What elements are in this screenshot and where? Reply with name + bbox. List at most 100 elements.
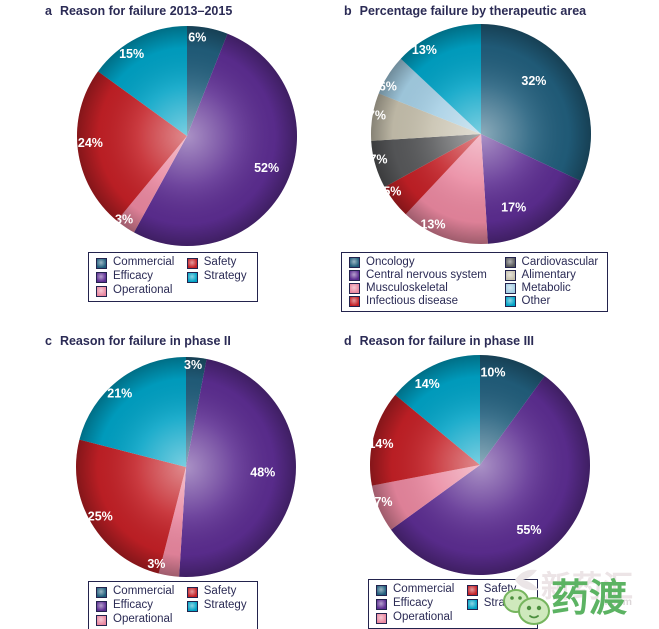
legend-label: Commercial bbox=[393, 583, 455, 596]
legend-label: Commercial bbox=[113, 585, 175, 598]
pie-shading-overlay bbox=[76, 357, 296, 577]
pie-value-label: 3% bbox=[147, 557, 165, 571]
legend-item-safety: Safety bbox=[466, 583, 530, 597]
legend-item-safety: Safety bbox=[186, 585, 250, 599]
pie-value-label: 32% bbox=[521, 74, 546, 88]
legend-label: Efficacy bbox=[113, 599, 154, 612]
legend-color-chip bbox=[96, 271, 107, 283]
legend-label: Other bbox=[521, 294, 551, 307]
legend-color-chip bbox=[96, 614, 107, 626]
pie-value-label: 6% bbox=[188, 31, 206, 45]
gray-watermark-icon bbox=[515, 569, 539, 591]
pie-value-label: 55% bbox=[516, 523, 541, 537]
pie-value-label: 48% bbox=[250, 465, 275, 479]
pie-value-label: 7% bbox=[374, 495, 392, 509]
legend-a: Commercial Efficacy Operational Safety Strat… bbox=[88, 252, 258, 302]
pie-value-label: 13% bbox=[412, 43, 437, 57]
panel-b-letter: b bbox=[344, 4, 352, 18]
pie-value-label: 21% bbox=[107, 386, 132, 400]
legend-label: Efficacy bbox=[393, 597, 434, 610]
legend-label: Operational bbox=[113, 613, 173, 626]
legend-color-chip bbox=[186, 586, 198, 598]
legend-item-operational: Operational bbox=[96, 613, 178, 627]
legend-label: Oncology bbox=[366, 255, 415, 268]
panel-d-title: d Reason for failure in phase III bbox=[344, 334, 534, 348]
brand-logo-icon bbox=[503, 589, 550, 625]
legend-item-operational: Operational bbox=[96, 284, 178, 298]
legend-color-chip bbox=[504, 270, 516, 281]
legend-item-infectious-disease: Infectious disease bbox=[349, 295, 489, 308]
legend-item-safety: Safety bbox=[186, 256, 250, 270]
pie-shading-overlay bbox=[370, 355, 590, 575]
pie-value-label: 6% bbox=[379, 80, 397, 94]
panel-a-letter: a bbox=[45, 4, 52, 18]
legend-item-strategy: Strategy bbox=[186, 270, 250, 284]
watermark-domain-text: n.com bbox=[601, 596, 632, 608]
pie-chart-d: 10% 55% 7% 14% 14% bbox=[369, 355, 590, 575]
pie-value-label: 14% bbox=[369, 437, 394, 451]
pie-value-label: 13% bbox=[420, 217, 445, 231]
pie-value-label: 24% bbox=[78, 136, 103, 150]
legend-color-chip bbox=[96, 257, 107, 269]
pie-value-label: 7% bbox=[370, 153, 388, 167]
pie-shading-overlay bbox=[371, 24, 591, 244]
legend-label: Operational bbox=[113, 284, 173, 297]
watermark-site-name: 新药汇 bbox=[541, 570, 634, 605]
pie-value-label: 3% bbox=[115, 213, 133, 227]
legend-item-metabolic: Metabolic bbox=[504, 281, 600, 295]
panel-c-title: c Reason for failure in phase II bbox=[45, 334, 231, 348]
panel-b-title: b Percentage failure by therapeutic area bbox=[344, 4, 586, 18]
legend-item-strategy: Strategy bbox=[186, 599, 250, 613]
legend-color-chip bbox=[504, 283, 516, 294]
legend-item-efficacy: Efficacy bbox=[96, 599, 178, 613]
legend-color-chip bbox=[96, 586, 107, 598]
legend-color-chip bbox=[349, 296, 360, 307]
legend-label: Strategy bbox=[203, 599, 247, 612]
legend-color-chip bbox=[186, 600, 198, 612]
legend-label: Operational bbox=[393, 611, 453, 624]
pie-value-label: 10% bbox=[480, 365, 505, 379]
pie-chart-c: 3% 48% 3% 25% 21% bbox=[76, 357, 296, 577]
pie-value-label: 15% bbox=[119, 47, 144, 61]
legend-c: Commercial Efficacy Operational Safety Strat… bbox=[88, 581, 258, 629]
legend-label: Cardiovascular bbox=[521, 255, 599, 268]
legend-label: Central nervous system bbox=[366, 268, 487, 281]
pie-value-label: 17% bbox=[501, 200, 526, 214]
legend-item-commercial: Commercial bbox=[96, 256, 178, 270]
pie-value-label: 5% bbox=[383, 185, 401, 199]
pie-value-label: 25% bbox=[88, 510, 113, 524]
legend-color-chip bbox=[466, 584, 478, 596]
legend-color-chip bbox=[96, 285, 107, 297]
pie-value-label: 3% bbox=[184, 358, 202, 372]
panel-a-title: a Reason for failure 2013–2015 bbox=[45, 4, 232, 18]
watermark-brand-name: 药渡 bbox=[551, 576, 628, 620]
legend-label: Infectious disease bbox=[366, 294, 459, 307]
panel-d-letter: d bbox=[344, 334, 352, 348]
legend-color-chip bbox=[186, 257, 198, 269]
legend-d: CommercialEfficacyOperationalSafetyStrat… bbox=[368, 579, 538, 629]
legend-item-other: Other bbox=[504, 294, 600, 308]
legend-item-commercial: Commercial bbox=[376, 583, 458, 597]
panel-c-title-text: Reason for failure in phase II bbox=[59, 334, 231, 348]
legend-color-chip bbox=[376, 598, 387, 610]
legend-label: Safety bbox=[203, 256, 237, 269]
legend-b: Oncology Central nervous system Musculoske… bbox=[341, 252, 608, 312]
legend-item-alimentary: Alimentary bbox=[504, 269, 600, 282]
legend-color-chip bbox=[186, 271, 198, 283]
legend-item-efficacy: Efficacy bbox=[96, 270, 178, 284]
legend-label: Metabolic bbox=[521, 281, 571, 294]
legend-color-chip bbox=[96, 600, 107, 612]
legend-color-chip bbox=[504, 296, 516, 307]
pie-value-label: 14% bbox=[415, 377, 440, 391]
panel-c-letter: c bbox=[45, 334, 52, 348]
legend-label: Musculoskeletal bbox=[366, 281, 448, 294]
legend-color-chip bbox=[376, 612, 387, 624]
legend-label: Efficacy bbox=[113, 270, 154, 283]
legend-label: Safety bbox=[203, 585, 237, 598]
legend-item-central-nervous-system: Central nervous system bbox=[349, 269, 489, 282]
legend-label: Safety bbox=[483, 583, 517, 596]
legend-color-chip bbox=[349, 257, 360, 268]
legend-color-chip bbox=[349, 283, 360, 294]
legend-item-oncology: Oncology bbox=[349, 256, 489, 269]
legend-color-chip bbox=[504, 257, 516, 268]
